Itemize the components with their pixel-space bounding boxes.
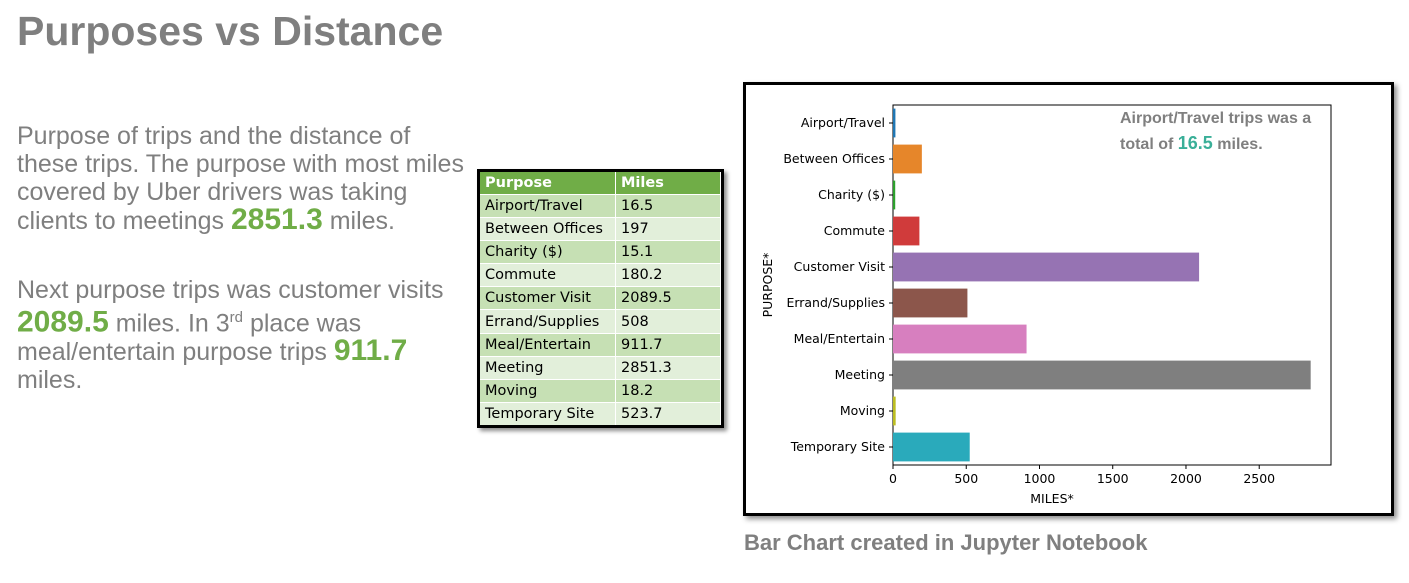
table-row: Between Offices 197 [480, 217, 721, 241]
y-tick-label: Meal/Entertain [794, 331, 885, 346]
table-cell-purpose: Customer Visit [480, 286, 616, 310]
paragraph-2-c: place was meal/entertain purpose trips [17, 309, 362, 367]
table-row: Charity ($) 15.1 [480, 240, 721, 264]
table-header-purpose: Purpose [480, 172, 616, 195]
paragraph-2-a: Next purpose trips was customer visits [17, 276, 444, 304]
table-cell-miles: 18.2 [615, 378, 721, 403]
x-tick-label: 0 [889, 471, 897, 486]
y-tick-label: Moving [840, 403, 885, 418]
annotation-pre: total of [1120, 136, 1174, 153]
table-cell-purpose: Meeting [480, 355, 616, 380]
bar-errand-supplies [893, 288, 968, 318]
table-cell-purpose: Meal/Entertain [480, 332, 616, 357]
y-tick-label: Errand/Supplies [786, 295, 885, 310]
annotation-line-2: total of 16.5 miles. [1120, 131, 1311, 157]
annotation-post: miles. [1217, 136, 1263, 153]
y-tick-label: Commute [824, 223, 886, 238]
table-cell-purpose: Temporary Site [480, 401, 616, 425]
table-cell-purpose: Airport/Travel [480, 193, 616, 218]
bar-between-offices [893, 144, 922, 174]
bar-charity- [893, 180, 896, 210]
slide-title: Purposes vs Distance [17, 8, 444, 54]
y-tick-label: Meeting [835, 367, 885, 382]
table-row: Meeting 2851.3 [480, 355, 721, 380]
plot-area-frame [892, 104, 1332, 466]
x-tick-label: 2500 [1243, 471, 1275, 486]
paragraph-2-sup: rd [229, 309, 243, 326]
table-row: Temporary Site 523.7 [480, 401, 721, 425]
chart-caption: Bar Chart created in Jupyter Notebook [744, 530, 1148, 555]
y-tick-label: Airport/Travel [801, 115, 885, 130]
table-row: Errand/Supplies 508 [480, 309, 721, 334]
chart-annotation: Airport/Travel trips was a total of 16.5… [1120, 106, 1311, 157]
table-row: Airport/Travel 16.5 [480, 193, 721, 218]
table-row: Meal/Entertain 911.7 [480, 332, 721, 357]
table-header-miles: Miles [615, 172, 721, 195]
y-tick-label: Customer Visit [794, 259, 885, 274]
paragraph-1: Purpose of trips and the distance of the… [17, 122, 477, 235]
table-row: Moving 18.2 [480, 378, 721, 403]
x-tick-label: 500 [954, 471, 978, 486]
table-cell-miles: 2089.5 [615, 286, 721, 310]
paragraph-2-d: miles. [17, 366, 83, 395]
customer-visit-miles-highlight: 2089.5 [17, 305, 109, 339]
table-cell-miles: 523.7 [615, 401, 721, 425]
table-cell-miles: 180.2 [615, 263, 721, 287]
paragraph-1-text: Purpose of trips and the distance of the… [17, 122, 464, 235]
bar-meeting [893, 360, 1311, 390]
annotation-value: 16.5 [1177, 133, 1213, 153]
meeting-miles-highlight: 2851.3 [231, 203, 323, 236]
table-cell-purpose: Commute [480, 263, 616, 287]
annotation-line-1: Airport/Travel trips was a [1120, 110, 1312, 127]
x-axis-label: MILES* [1030, 491, 1074, 506]
y-tick-label: Charity ($) [818, 187, 885, 202]
y-tick-label: Between Offices [783, 151, 885, 166]
table-cell-purpose: Moving [480, 378, 616, 403]
bar-temporary-site [893, 432, 970, 462]
bar-meal-entertain [893, 324, 1027, 354]
table-cell-purpose: Errand/Supplies [480, 309, 616, 334]
table-cell-miles: 508 [615, 309, 721, 334]
x-tick-label: 2000 [1170, 471, 1202, 486]
table-cell-miles: 197 [615, 217, 721, 241]
table-row: Customer Visit 2089.5 [480, 286, 721, 310]
table-cell-miles: 2851.3 [615, 355, 721, 380]
table-cell-purpose: Between Offices [480, 217, 616, 241]
table-cell-miles: 15.1 [615, 240, 721, 264]
table-row: Commute 180.2 [480, 263, 721, 287]
meal-miles-highlight: 911.7 [333, 334, 408, 368]
bar-commute [893, 216, 920, 246]
chart-frame: Airport/Travel Between Offices Charity ($)… [743, 82, 1394, 516]
table-cell-miles: 911.7 [615, 332, 721, 357]
x-tick-label: 1500 [1097, 471, 1129, 486]
purpose-miles-table: Purpose Miles Airport/Travel 16.5 Between… [477, 169, 724, 428]
paragraph-2-b: miles. In 3 [115, 309, 230, 338]
y-tick-label: Temporary Site [790, 439, 886, 454]
paragraph-1-tail: miles. [329, 207, 396, 235]
table-cell-miles: 16.5 [615, 193, 721, 218]
bar-chart: Airport/Travel Between Offices Charity ($)… [760, 104, 1332, 506]
bar-moving [893, 396, 896, 426]
bar-customer-visit [893, 252, 1200, 282]
x-tick-label: 1000 [1024, 471, 1056, 486]
paragraph-2: Next purpose trips was customer visits 2… [17, 276, 477, 394]
y-axis-label: PURPOSE* [760, 253, 775, 318]
table-cell-purpose: Charity ($) [480, 240, 616, 264]
bar-airport-travel [893, 108, 896, 138]
